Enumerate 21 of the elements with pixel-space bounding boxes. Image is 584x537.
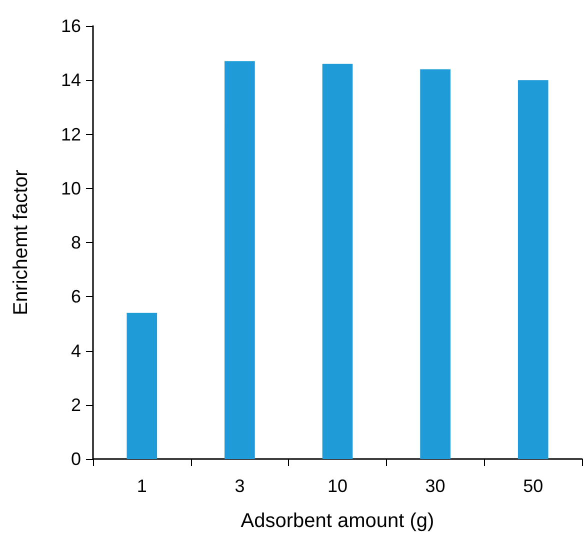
y-tick-label: 2 [70, 394, 81, 415]
x-tick-label: 30 [425, 476, 446, 496]
y-tick-label: 14 [60, 70, 81, 90]
x-axis-title: Adsorbent amount (g) [240, 510, 434, 532]
y-tick-label: 10 [60, 178, 81, 198]
y-axis-title: Enrichemt factor [10, 169, 32, 316]
y-tick-label: 4 [70, 340, 81, 361]
bar [518, 80, 548, 459]
bar [322, 64, 353, 459]
x-tick-label: 50 [523, 476, 544, 496]
bar [126, 312, 158, 459]
bar [224, 61, 255, 459]
y-tick-label: 8 [70, 232, 81, 252]
y-tick-label: 16 [60, 16, 81, 36]
x-tick-label: 1 [136, 476, 147, 496]
bar [420, 69, 450, 459]
x-tick-label: 10 [327, 476, 348, 496]
y-tick-label: 12 [60, 124, 81, 144]
y-tick-label: 0 [70, 449, 81, 469]
y-tick-label: 6 [70, 286, 81, 307]
x-tick-label: 3 [234, 476, 245, 496]
